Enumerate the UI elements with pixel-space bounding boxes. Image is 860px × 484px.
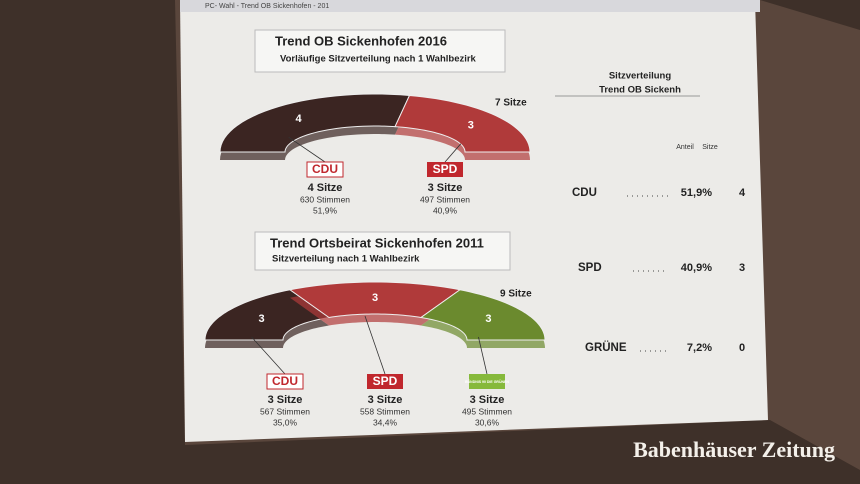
window-title: PC- Wahl - Trend OB Sickenhofen - 201	[205, 3, 329, 10]
party-votes: 558 Stimmen	[360, 406, 410, 416]
total-seats: 7 Sitze	[495, 98, 527, 109]
party-votes: 495 Stimmen	[462, 406, 512, 416]
panel-subtitle: Sitzverteilung nach 1 Wahlbezirk	[272, 254, 420, 265]
party-logo	[469, 374, 505, 389]
seat-arc	[394, 94, 531, 153]
party-logo-text: SPD	[373, 374, 398, 388]
side-header: Sitze	[702, 144, 718, 151]
seat-count: 3	[468, 120, 474, 132]
panel-header	[254, 231, 511, 271]
party-logo-text: CDU	[272, 374, 298, 388]
panel-title: Trend Ortsbeirat Sickenhofen 2011	[270, 235, 484, 250]
panel-header	[254, 29, 506, 73]
party-share: 51,9%	[313, 205, 338, 215]
side-seats: 0	[739, 342, 745, 354]
party-votes: 497 Stimmen	[420, 194, 470, 204]
seat-count: 4	[296, 113, 303, 125]
party-logo	[427, 162, 463, 177]
party-logo-text: BÜNDNIS 90 DIE GRÜNEN	[465, 380, 509, 384]
side-seats: 4	[739, 187, 746, 199]
side-share: 7,2%	[687, 342, 712, 354]
leader-line	[251, 336, 286, 375]
seat-count: 3	[485, 313, 491, 325]
side-share: 40,9%	[681, 262, 712, 274]
side-party: SPD	[578, 262, 602, 274]
party-seats: 3 Sitze	[470, 394, 505, 406]
side-seats: 3	[739, 262, 745, 274]
party-seats: 4 Sitze	[308, 182, 343, 194]
side-title: Sitzverteilung	[609, 71, 671, 82]
party-share: 30,6%	[475, 417, 500, 427]
side-share: 51,9%	[681, 187, 712, 199]
seat-count: 3	[372, 292, 378, 304]
side-party: GRÜNE	[585, 341, 627, 354]
party-seats: 3 Sitze	[368, 394, 403, 406]
seat-arc	[419, 289, 546, 341]
title-bar	[180, 0, 760, 12]
party-votes: 630 Stimmen	[300, 194, 350, 204]
party-share: 34,4%	[373, 417, 398, 427]
total-seats: 9 Sitze	[500, 289, 532, 300]
party-share: 40,9%	[433, 205, 458, 215]
party-logo-text: CDU	[312, 162, 338, 176]
leader-line	[478, 336, 488, 375]
side-title: Trend OB Sickenh	[599, 85, 681, 96]
panel-title: Trend OB Sickenhofen 2016	[275, 33, 447, 48]
party-seats: 3 Sitze	[428, 182, 463, 194]
party-logo	[367, 374, 403, 389]
seat-count: 3	[258, 313, 264, 325]
party-seats: 3 Sitze	[268, 394, 303, 406]
panel-subtitle: Vorläufige Sitzverteilung nach 1 Wahlbez…	[280, 54, 477, 65]
side-party: CDU	[572, 187, 597, 199]
party-logo	[266, 373, 304, 390]
party-logo-text: SPD	[433, 162, 458, 176]
leader-line	[444, 143, 462, 163]
party-logo	[306, 161, 344, 178]
party-votes: 567 Stimmen	[260, 406, 310, 416]
party-share: 35,0%	[273, 417, 298, 427]
leader-line	[364, 315, 386, 375]
watermark: Babenhäuser Zeitung	[633, 437, 835, 462]
side-header: Anteil	[676, 144, 694, 151]
leader-line	[288, 136, 326, 163]
